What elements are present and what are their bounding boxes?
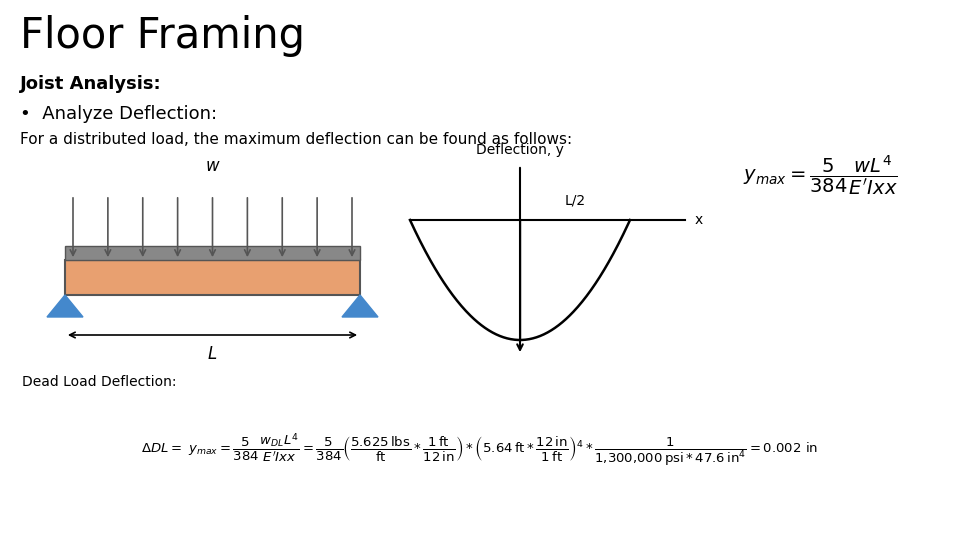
Text: Floor Framing: Floor Framing xyxy=(20,15,305,57)
Text: Dead Load Deflection:: Dead Load Deflection: xyxy=(22,375,177,389)
Text: x: x xyxy=(695,213,704,227)
Bar xyxy=(65,260,360,295)
Text: $y_{max} = \dfrac{5}{384}\dfrac{wL^4}{E^{\prime}Ixx}$: $y_{max} = \dfrac{5}{384}\dfrac{wL^4}{E^… xyxy=(743,153,898,197)
Polygon shape xyxy=(47,295,83,317)
Polygon shape xyxy=(342,295,378,317)
Text: $\Delta DL = \ y_{max}{=}\dfrac{5}{384}\dfrac{w_{DL}L^4}{E^{\prime}Ixx}= \dfrac{: $\Delta DL = \ y_{max}{=}\dfrac{5}{384}\… xyxy=(141,431,819,469)
Text: •  Analyze Deflection:: • Analyze Deflection: xyxy=(20,105,217,123)
Text: Joist Analysis:: Joist Analysis: xyxy=(20,75,161,93)
Bar xyxy=(65,246,360,260)
Text: w: w xyxy=(205,157,219,175)
Text: Deflection, y: Deflection, y xyxy=(476,143,564,157)
Text: L/2: L/2 xyxy=(564,194,586,208)
Text: L: L xyxy=(208,345,217,363)
Text: For a distributed load, the maximum deflection can be found as follows:: For a distributed load, the maximum defl… xyxy=(20,132,572,147)
